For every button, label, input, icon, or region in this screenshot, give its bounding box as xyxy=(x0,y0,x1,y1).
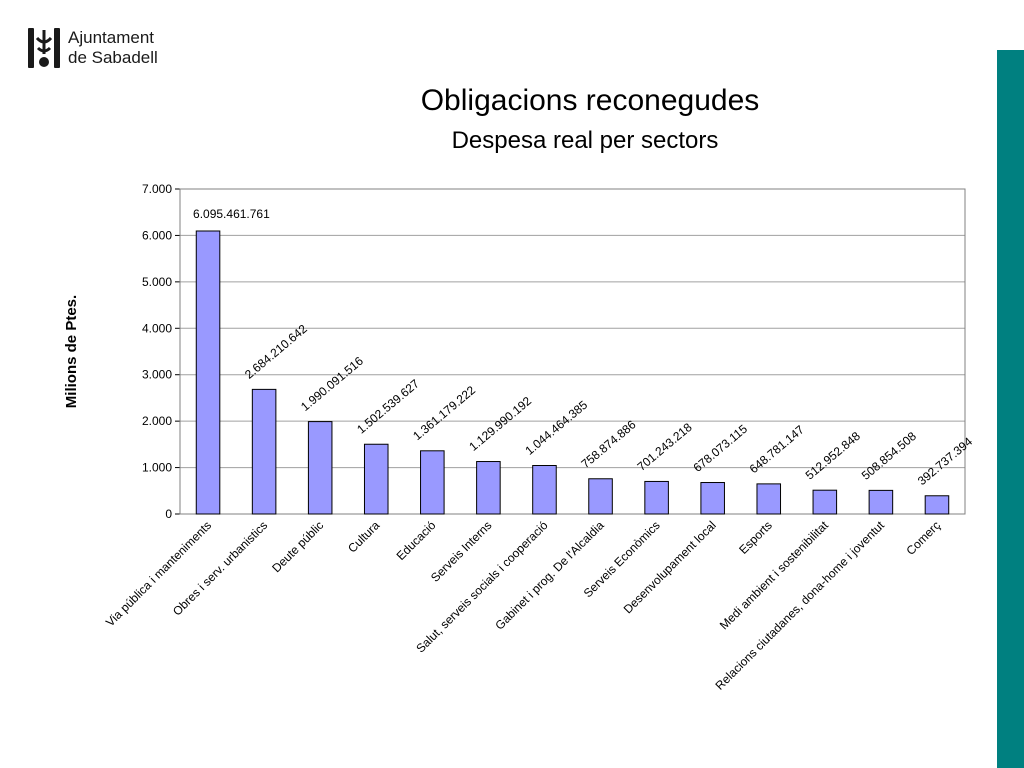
data-label: 2.684.210.642 xyxy=(242,321,310,381)
data-label: 701.243.218 xyxy=(635,420,695,474)
y-tick-label: 5.000 xyxy=(142,275,172,289)
data-label: 1.361.179.222 xyxy=(410,383,478,443)
data-label: 678.073.115 xyxy=(691,422,751,475)
bar-chart: 0 1.000 2.000 3.000 4.000 5.000 6.000 7.000 Mili… xyxy=(63,182,975,693)
category-label: Gabinet i prog. De l'Alcaldia xyxy=(492,518,607,633)
bar xyxy=(756,483,782,515)
data-label: 648.781.147 xyxy=(747,422,807,476)
category-label: Esports xyxy=(736,518,775,557)
y-tick-label: 0 xyxy=(165,507,172,521)
chart-subtitle: Despesa real per sectors xyxy=(451,127,719,154)
chart-title: Obligacions reconegudes xyxy=(420,84,760,117)
y-tick-label: 1.000 xyxy=(142,461,172,475)
data-label: 508.854.508 xyxy=(859,429,919,483)
category-label: Educació xyxy=(394,518,439,563)
category-label: Obres i serv. urbanistics xyxy=(170,518,270,618)
y-axis-label: Milions de Ptes. xyxy=(63,295,80,408)
y-tick-label: 2.000 xyxy=(142,414,172,428)
org-name: Ajuntament de Sabadell xyxy=(68,28,158,68)
category-label: Cultura xyxy=(345,518,382,555)
bar xyxy=(251,388,277,515)
plot-area xyxy=(179,188,966,515)
bar xyxy=(363,443,389,515)
org-name-line1: Ajuntament xyxy=(68,28,154,47)
data-label: 1.502.539.627 xyxy=(354,376,422,436)
bar xyxy=(476,461,501,515)
bar xyxy=(868,489,894,515)
bar xyxy=(812,489,838,515)
data-label: 1.990.091.516 xyxy=(298,354,366,414)
bar xyxy=(532,465,557,515)
y-tick-label: 7.000 xyxy=(142,182,172,196)
bar xyxy=(307,421,333,515)
category-label: Comerç xyxy=(903,518,943,558)
org-name-line2: de Sabadell xyxy=(68,48,158,67)
data-label: 6.095.461.761 xyxy=(193,207,270,221)
data-label: 512.952.848 xyxy=(803,429,863,483)
category-label: Deute públic xyxy=(269,518,326,575)
bar xyxy=(644,480,669,515)
sabadell-emblem-icon xyxy=(28,28,60,68)
bar xyxy=(420,450,445,515)
data-label: 392.737.394 xyxy=(915,434,975,488)
org-logo: Ajuntament de Sabadell xyxy=(26,24,186,76)
data-label: 1.044.464.385 xyxy=(522,398,590,458)
bar xyxy=(700,482,725,515)
y-tick-label: 4.000 xyxy=(142,321,172,335)
bar xyxy=(195,230,221,515)
category-label: Medi ambient i sostenibilitat xyxy=(717,518,832,633)
bar xyxy=(588,478,613,515)
category-label: Desenvolupament local xyxy=(621,518,719,616)
category-label: Via pública i manteniments xyxy=(103,518,214,629)
bar xyxy=(924,495,950,515)
y-tick-label: 6.000 xyxy=(142,228,172,242)
accent-band xyxy=(997,50,1024,768)
y-tick-label: 3.000 xyxy=(142,368,172,382)
data-label: 758.874.886 xyxy=(578,417,638,471)
